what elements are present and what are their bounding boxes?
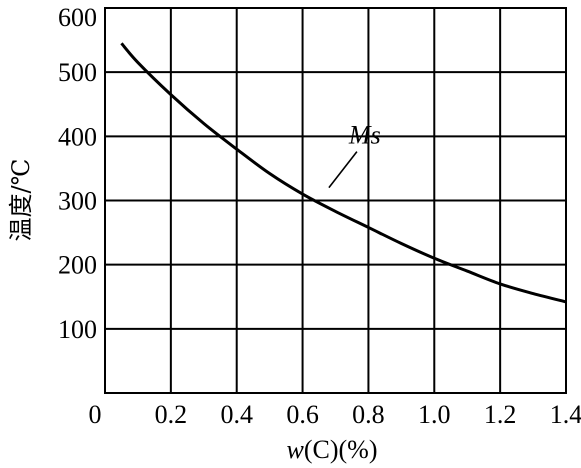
x-axis-title-italic: w [287,435,305,464]
y-axis-title: 温度/℃ [7,159,35,242]
x-axis-title: w(C)(%) [287,435,378,464]
x-tick-label: 0.4 [220,400,253,429]
y-tick-label: 500 [58,58,97,87]
tick-labels: 0 0.2 0.4 0.6 0.8 1.0 1.2 1.4 100 200 300 400 500 600 [58,3,581,429]
x-tick-label: 0 [89,400,102,429]
annotation-label: Ms [348,121,381,150]
annotation-leader-line [328,151,358,189]
plot-frame [104,7,567,394]
grid [105,8,566,393]
x-tick-label: 1.0 [418,400,451,429]
y-tick-label: 200 [58,251,97,280]
x-tick-label: 0.2 [155,400,188,429]
x-tick-label: 1.2 [484,400,517,429]
y-tick-label: 600 [58,3,97,32]
x-tick-label: 0.8 [352,400,385,429]
annotations: Ms [328,121,381,189]
y-tick-label: 100 [58,315,97,344]
series [120,42,567,304]
x-tick-label: 0.6 [286,400,319,429]
y-tick-label: 300 [58,187,97,216]
axes [104,7,567,394]
y-tick-label: 400 [58,122,97,151]
x-tick-label: 1.4 [550,400,581,429]
x-axis-title-rest: (C)(%) [304,435,378,464]
ms-curve [120,42,567,304]
